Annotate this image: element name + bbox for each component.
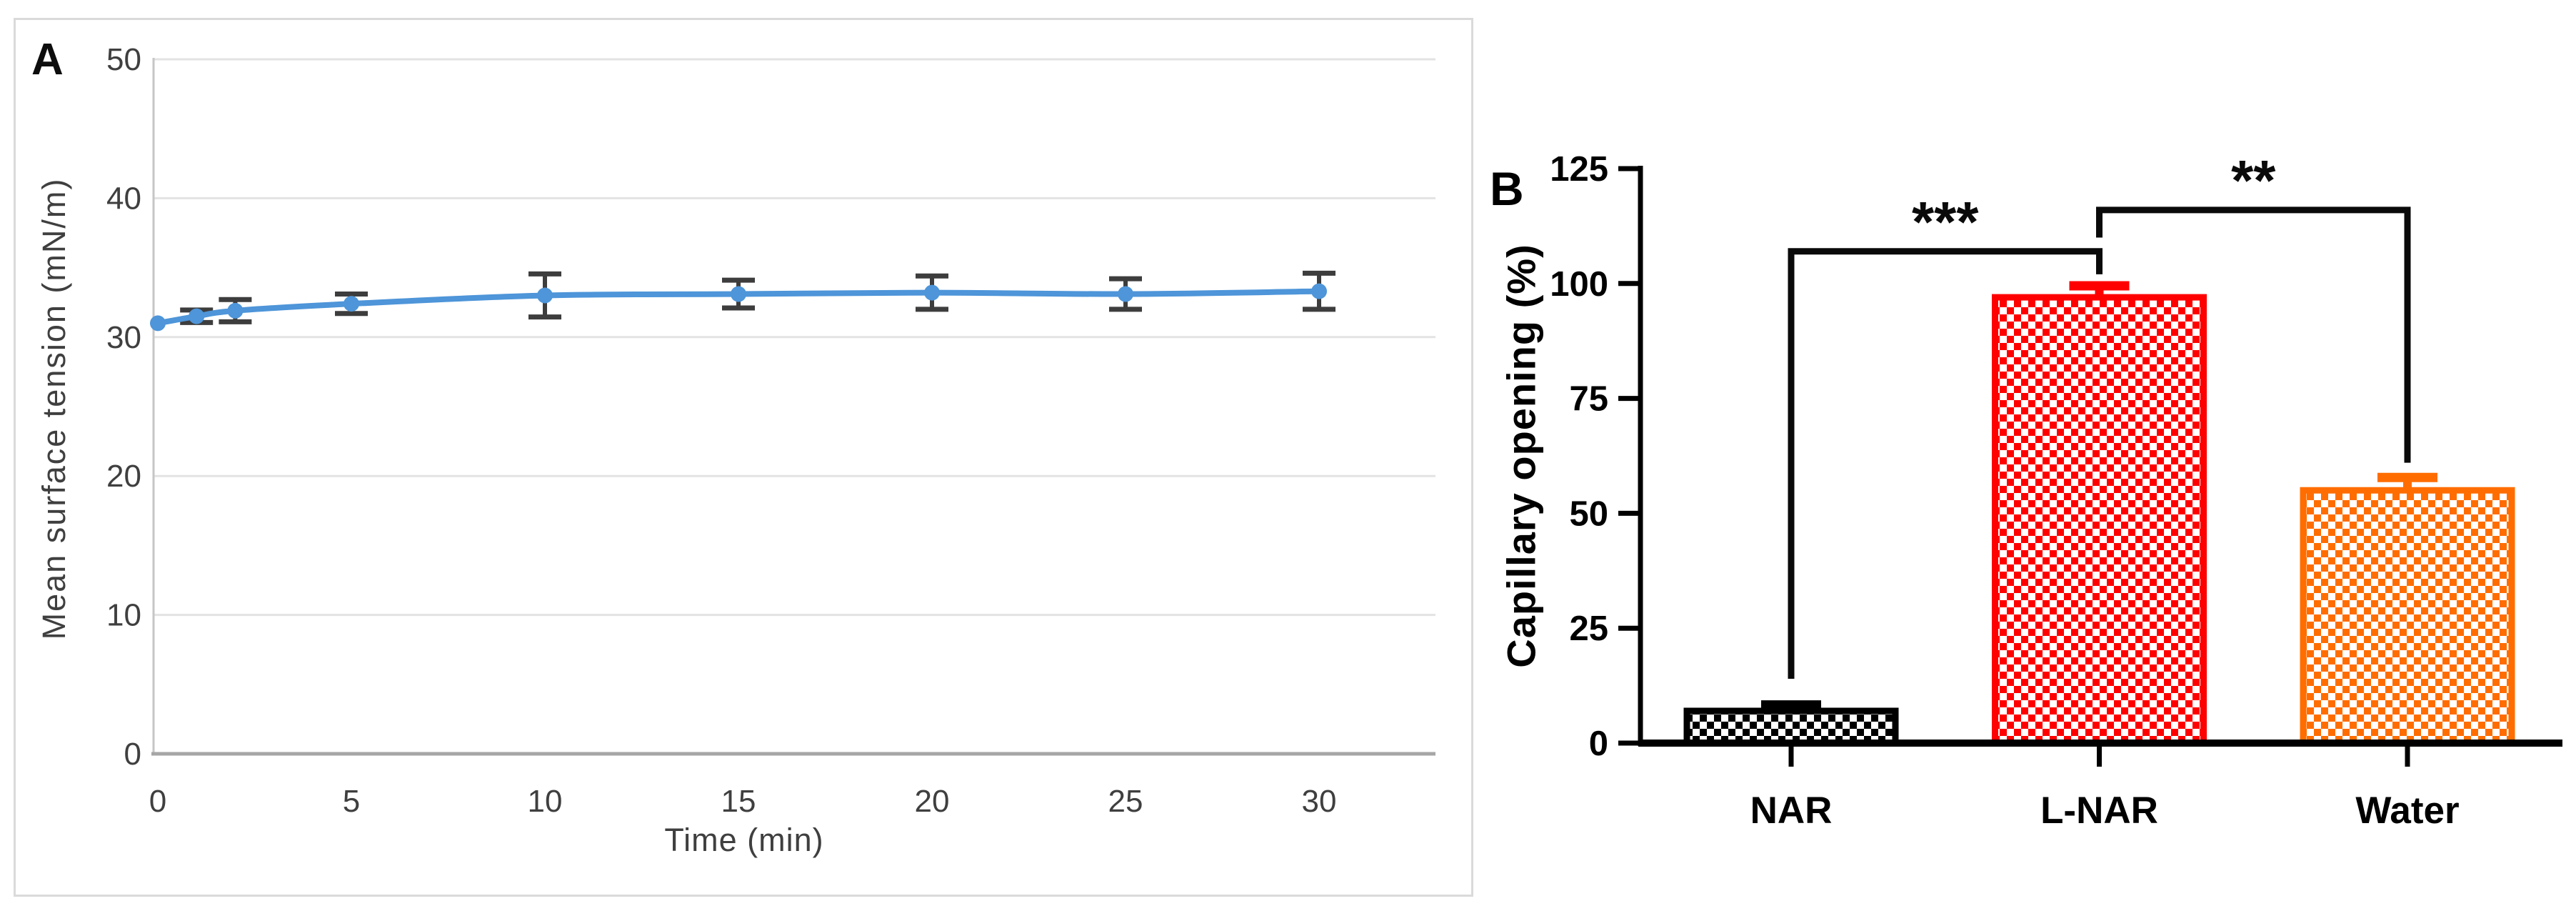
a-x-tick-label: 0 <box>149 784 166 819</box>
a-data-marker <box>227 302 244 319</box>
a-x-tick-label: 15 <box>721 784 756 819</box>
a-x-tick-label: 30 <box>1302 784 1337 819</box>
a-x-tick-label: 25 <box>1108 784 1143 819</box>
panel-a-x-axis-title: Time (min) <box>664 822 824 858</box>
bar-l-nar <box>1992 294 2207 747</box>
significance-bracket <box>2096 206 2411 463</box>
bar-water <box>2300 487 2515 747</box>
b-y-tick-label: 0 <box>1589 725 1608 763</box>
a-x-tick-label: 20 <box>915 784 950 819</box>
b-y-tick-label: 100 <box>1550 265 1608 304</box>
b-y-tick-label: 25 <box>1569 609 1608 648</box>
significance-bracket <box>1788 248 2103 679</box>
significance-label: *** <box>1912 190 1979 254</box>
panel-b-label: B <box>1490 162 1524 215</box>
a-y-tick-label: 0 <box>124 737 141 772</box>
panel-a-y-axis-title: Mean surface tension (mN/m) <box>36 177 72 640</box>
a-y-tick-label: 50 <box>106 42 141 77</box>
a-y-tick-label: 30 <box>106 320 141 355</box>
a-data-marker <box>189 308 205 324</box>
panel-a-line-chart: 0 10 20 30 40 50 0 5 10 15 20 25 30 <box>106 42 1435 819</box>
b-y-tick-label: 125 <box>1550 150 1608 189</box>
a-data-marker <box>1311 283 1327 299</box>
a-x-tick-label: 10 <box>528 784 563 819</box>
b-category-label: L-NAR <box>2040 790 2158 832</box>
b-category-label: NAR <box>1750 790 1833 832</box>
a-x-tick-label: 5 <box>343 784 360 819</box>
b-category-label: Water <box>2355 790 2459 832</box>
a-data-marker <box>1118 286 1133 302</box>
a-y-tick-label: 40 <box>106 181 141 216</box>
a-data-marker <box>344 296 359 312</box>
b-y-tick-label: 50 <box>1569 494 1608 533</box>
a-y-tick-label: 10 <box>106 598 141 633</box>
panel-a-label: A <box>31 35 64 84</box>
a-y-tick-label: 20 <box>106 459 141 494</box>
a-data-marker <box>150 315 166 332</box>
a-data-marker <box>924 284 940 301</box>
panel-b-y-axis-title: Capillary opening (%) <box>1498 244 1544 668</box>
a-data-marker <box>731 286 746 302</box>
bar-nar <box>1683 707 1899 747</box>
b-y-tick-label: 75 <box>1569 380 1608 419</box>
significance-label: ** <box>2231 149 2276 212</box>
a-data-marker <box>537 287 553 304</box>
panel-a-frame <box>14 18 1473 897</box>
